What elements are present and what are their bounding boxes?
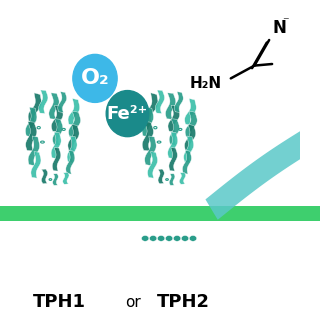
Polygon shape (68, 124, 79, 151)
Bar (0, 206, 320, 221)
Polygon shape (66, 150, 75, 174)
Circle shape (73, 54, 117, 102)
Polygon shape (52, 148, 61, 171)
Polygon shape (28, 136, 40, 166)
Polygon shape (58, 92, 67, 113)
Polygon shape (52, 105, 63, 132)
Polygon shape (28, 93, 42, 123)
Text: Fe²⁺: Fe²⁺ (107, 105, 148, 123)
Polygon shape (168, 132, 178, 159)
Polygon shape (158, 169, 164, 184)
Text: H₂N: H₂N (190, 76, 222, 91)
Polygon shape (39, 90, 48, 114)
Ellipse shape (157, 236, 165, 241)
Ellipse shape (181, 236, 189, 241)
Circle shape (106, 91, 149, 137)
Polygon shape (31, 152, 41, 178)
Text: ⁻: ⁻ (283, 15, 289, 28)
Polygon shape (68, 99, 80, 125)
Polygon shape (142, 107, 154, 137)
Polygon shape (165, 93, 176, 119)
Polygon shape (52, 174, 58, 185)
Polygon shape (52, 119, 63, 145)
Polygon shape (179, 172, 186, 184)
Polygon shape (169, 119, 180, 145)
Polygon shape (148, 152, 157, 178)
Polygon shape (169, 148, 177, 171)
Polygon shape (182, 150, 191, 174)
Ellipse shape (189, 236, 197, 241)
Ellipse shape (149, 236, 157, 241)
Polygon shape (49, 93, 59, 119)
Polygon shape (145, 93, 158, 123)
Text: or: or (125, 295, 141, 310)
Polygon shape (169, 174, 175, 185)
Ellipse shape (173, 236, 181, 241)
Ellipse shape (165, 236, 173, 241)
Polygon shape (68, 111, 81, 138)
Text: TPH1: TPH1 (33, 293, 86, 311)
Polygon shape (26, 107, 37, 137)
Polygon shape (67, 136, 77, 163)
Polygon shape (184, 136, 194, 163)
Text: TPH2: TPH2 (157, 293, 210, 311)
Text: O₂: O₂ (81, 68, 109, 88)
Polygon shape (168, 105, 180, 132)
Text: N: N (273, 19, 287, 37)
Polygon shape (26, 122, 37, 151)
Polygon shape (174, 92, 183, 113)
Polygon shape (63, 172, 69, 184)
Polygon shape (145, 136, 156, 166)
Polygon shape (142, 122, 154, 151)
Polygon shape (185, 111, 197, 138)
Polygon shape (51, 132, 61, 159)
Polygon shape (185, 124, 196, 151)
Polygon shape (155, 90, 164, 114)
Polygon shape (41, 169, 48, 184)
Polygon shape (185, 99, 196, 125)
Ellipse shape (141, 236, 149, 241)
Polygon shape (205, 126, 320, 220)
